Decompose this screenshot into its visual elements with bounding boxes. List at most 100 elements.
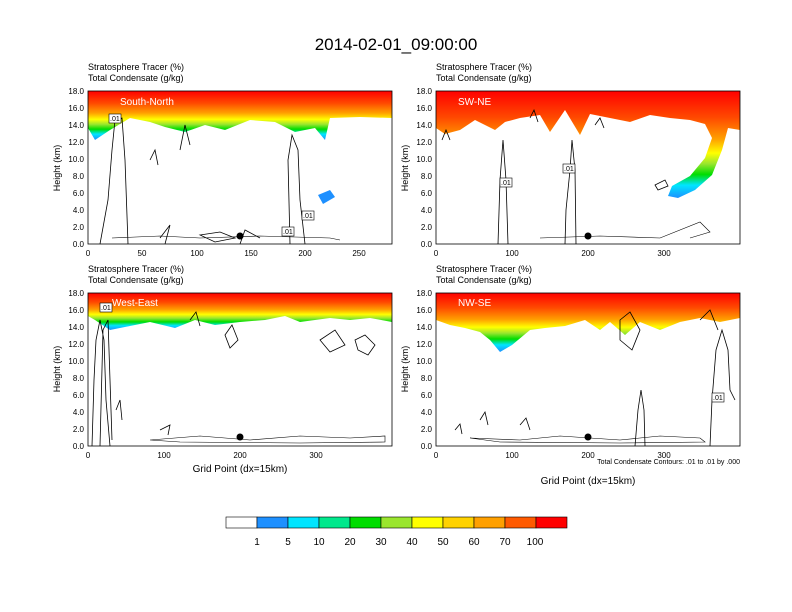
panel-header-line1: Stratosphere Tracer (%) <box>436 62 532 72</box>
contour-label-box <box>711 392 725 403</box>
x-tick-labels: 0 100 200 300 <box>434 249 671 258</box>
stratosphere-tracer-shading <box>436 91 740 198</box>
colorbar-label: 1 <box>254 537 260 548</box>
y-axis-label: Height (km) <box>400 145 410 192</box>
colorbar: 1 5 10 20 30 40 50 60 70 100 <box>225 516 568 548</box>
colorbar-box <box>442 516 475 529</box>
y-tick-label: 2.0 <box>73 425 85 434</box>
y-tick-label: 16.0 <box>68 306 84 315</box>
y-tick-label: 18.0 <box>416 289 432 298</box>
panel-nw-se: Stratosphere Tracer (%) Total Condensate… <box>400 264 741 487</box>
y-tick-labels: 0.0 2.0 4.0 6.0 8.0 10.0 12.0 14.0 16.0 … <box>416 289 432 451</box>
colorbar-box <box>411 516 444 529</box>
x-tick-label: 150 <box>244 249 258 258</box>
colorbar-box <box>349 516 382 529</box>
x-tick-label: 200 <box>581 451 595 460</box>
colorbar-box <box>535 516 568 529</box>
y-tick-label: 6.0 <box>421 391 433 400</box>
y-tick-label: 10.0 <box>416 357 432 366</box>
colorbar-label: 70 <box>499 537 511 548</box>
x-tick-label: 100 <box>190 249 204 258</box>
panel-header-line2: Total Condensate (g/kg) <box>436 73 532 83</box>
y-tick-label: 0.0 <box>73 240 85 249</box>
y-tick-label: 2.0 <box>73 223 85 232</box>
contour-label: .01 <box>303 213 313 220</box>
y-tick-labels: 0.0 2.0 4.0 6.0 8.0 10.0 12.0 14.0 16.0 … <box>68 289 84 451</box>
y-tick-label: 10.0 <box>68 155 84 164</box>
contour-label: .01 <box>110 116 120 123</box>
colorbar-label: 5 <box>285 537 291 548</box>
colorbar-label: 30 <box>375 537 387 548</box>
x-tick-label: 100 <box>505 249 519 258</box>
y-tick-label: 12.0 <box>416 138 432 147</box>
x-axis-label: Grid Point (dx=15km) <box>193 464 288 475</box>
x-tick-label: 100 <box>505 451 519 460</box>
y-tick-label: 6.0 <box>73 391 85 400</box>
contour-label: .01 <box>564 166 574 173</box>
cross-section-name: West-East <box>112 298 158 309</box>
x-tick-label: 0 <box>434 451 439 460</box>
condensate-contour-near-surface <box>149 435 386 444</box>
y-tick-label: 8.0 <box>421 172 433 181</box>
y-tick-label: 0.0 <box>421 240 433 249</box>
x-tick-label: 300 <box>657 249 671 258</box>
x-tick-label: 0 <box>434 249 439 258</box>
plot-area: .01 NW-SE <box>435 292 741 447</box>
x-tick-label: 250 <box>352 249 366 258</box>
y-tick-label: 14.0 <box>68 323 84 332</box>
location-marker <box>236 433 244 441</box>
panel-header-line2: Total Condensate (g/kg) <box>436 275 532 285</box>
location-marker <box>584 433 592 441</box>
cross-section-name: South-North <box>120 97 174 108</box>
plot-area: .01 West-East <box>87 292 393 447</box>
y-tick-label: 18.0 <box>416 87 432 96</box>
x-tick-label: 0 <box>86 451 91 460</box>
x-tick-labels: 0 50 100 150 200 250 <box>86 249 366 258</box>
colorbar-label: 100 <box>527 537 544 548</box>
colorbar-box <box>287 516 320 529</box>
y-tick-label: 16.0 <box>416 104 432 113</box>
y-tick-label: 12.0 <box>416 340 432 349</box>
contour-footnote: Total Condensate Contours: .01 to .01 by… <box>597 459 740 466</box>
contour-label-box <box>301 210 315 221</box>
y-tick-label: 4.0 <box>421 408 433 417</box>
panel-header-line2: Total Condensate (g/kg) <box>88 73 184 83</box>
y-tick-label: 6.0 <box>73 189 85 198</box>
contour-label-box <box>499 177 513 188</box>
colorbar-box <box>504 516 537 529</box>
contour-label: .01 <box>101 305 111 312</box>
plot-area: .01 .01 .01 South-North <box>87 90 393 245</box>
y-tick-label: 16.0 <box>68 104 84 113</box>
x-tick-label: 200 <box>233 451 247 460</box>
cross-section-name: SW-NE <box>458 97 491 108</box>
contour-label: .01 <box>501 180 511 187</box>
figure-title: 2014-02-01_09:00:00 <box>315 35 478 54</box>
y-tick-label: 14.0 <box>416 121 432 130</box>
x-tick-label: 300 <box>657 451 671 460</box>
colorbar-boxes <box>225 516 568 529</box>
y-tick-label: 14.0 <box>68 121 84 130</box>
contour-label: .01 <box>283 229 293 236</box>
y-tick-labels: 0.0 2.0 4.0 6.0 8.0 10.0 12.0 14.0 16.0 … <box>68 87 84 249</box>
colorbar-labels: 1 5 10 20 30 40 50 60 70 100 <box>254 537 544 548</box>
y-tick-label: 0.0 <box>421 442 433 451</box>
stratosphere-tracer-shading <box>436 293 740 352</box>
contour-label-box <box>108 113 122 124</box>
colorbar-box <box>256 516 289 529</box>
y-tick-label: 8.0 <box>73 172 85 181</box>
x-tick-labels: 0 100 200 300 <box>434 451 671 460</box>
contour-label: .01 <box>713 395 723 402</box>
colorbar-label: 10 <box>313 537 325 548</box>
x-tick-label: 100 <box>157 451 171 460</box>
colorbar-box <box>380 516 413 529</box>
panel-header-line1: Stratosphere Tracer (%) <box>88 62 184 72</box>
y-tick-label: 16.0 <box>416 306 432 315</box>
colorbar-label: 40 <box>406 537 418 548</box>
contour-label-box <box>99 302 113 313</box>
colorbar-label: 20 <box>344 537 356 548</box>
x-tick-label: 200 <box>581 249 595 258</box>
stratosphere-tracer-shading <box>88 91 392 140</box>
panel-header-line2: Total Condensate (g/kg) <box>88 275 184 285</box>
colorbar-box <box>473 516 506 529</box>
